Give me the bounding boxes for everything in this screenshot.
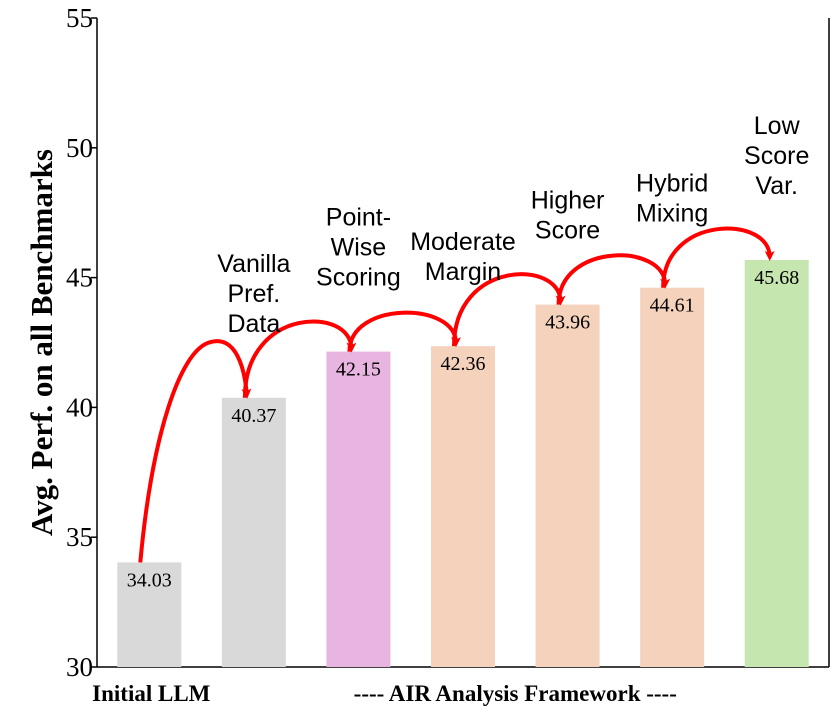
bar xyxy=(744,259,809,667)
bar xyxy=(640,287,705,667)
y-tick-label: 45 xyxy=(66,263,93,293)
step-label-line: Data xyxy=(227,310,280,338)
initial-llm-label: Initial LLM xyxy=(92,681,211,706)
step-label-line: Var. xyxy=(755,172,798,200)
y-tick-label: 50 xyxy=(66,133,93,163)
bar xyxy=(535,304,600,667)
y-axis-label: Avg. Perf. on all Benchmarks xyxy=(24,149,59,536)
bar-value-label: 42.15 xyxy=(336,359,381,381)
bar xyxy=(431,346,495,667)
bar-value-label: 40.37 xyxy=(231,405,276,427)
bar xyxy=(117,562,182,667)
y-tick-label: 30 xyxy=(66,652,93,682)
bar xyxy=(221,397,286,667)
step-label-line: Vanilla xyxy=(217,250,290,278)
step-label-line: Pref. xyxy=(227,280,280,308)
bar-value-label: 34.03 xyxy=(127,569,172,591)
bar-value-label: 42.36 xyxy=(441,353,486,375)
step-label-line: Score xyxy=(744,142,809,170)
step-label-line: Low xyxy=(754,112,801,140)
air-framework-label: ---- AIR Analysis Framework ---- xyxy=(354,681,677,706)
bar-value-label: 44.61 xyxy=(650,295,695,317)
step-label-line: Hybrid xyxy=(636,170,708,198)
step-label-line: Higher xyxy=(531,187,605,215)
step-label-line: Score xyxy=(535,217,600,245)
step-label-line: Scoring xyxy=(316,264,401,292)
bars-group xyxy=(117,259,809,667)
step-arrow xyxy=(138,339,252,563)
step-label-line: Margin xyxy=(425,258,501,286)
y-tick-label: 55 xyxy=(66,3,93,33)
step-arrow xyxy=(452,272,566,347)
step-label-line: Mixing xyxy=(636,200,708,228)
bar-value-label: 43.96 xyxy=(545,312,590,334)
step-arrow xyxy=(242,319,357,398)
step-arrow xyxy=(347,310,461,352)
y-tick-label: 35 xyxy=(66,522,93,552)
bar-value-label: 45.68 xyxy=(754,267,799,289)
axes: 30 35 40 45 50 55 Avg. Perf. on all Benchmarks xyxy=(24,3,830,682)
bar xyxy=(326,351,391,667)
step-arrow xyxy=(661,226,775,288)
arrows-group xyxy=(138,226,775,563)
step-arrow xyxy=(556,253,671,305)
step-label-line: Moderate xyxy=(410,228,516,256)
step-label-line: Point- xyxy=(326,204,391,232)
labels-group: 34.03 40.37 42.15 42.36 43.96 44.61 45.68 Vanil… xyxy=(92,112,809,706)
step-label-line: Wise xyxy=(331,234,387,262)
y-tick-label: 40 xyxy=(66,392,93,422)
